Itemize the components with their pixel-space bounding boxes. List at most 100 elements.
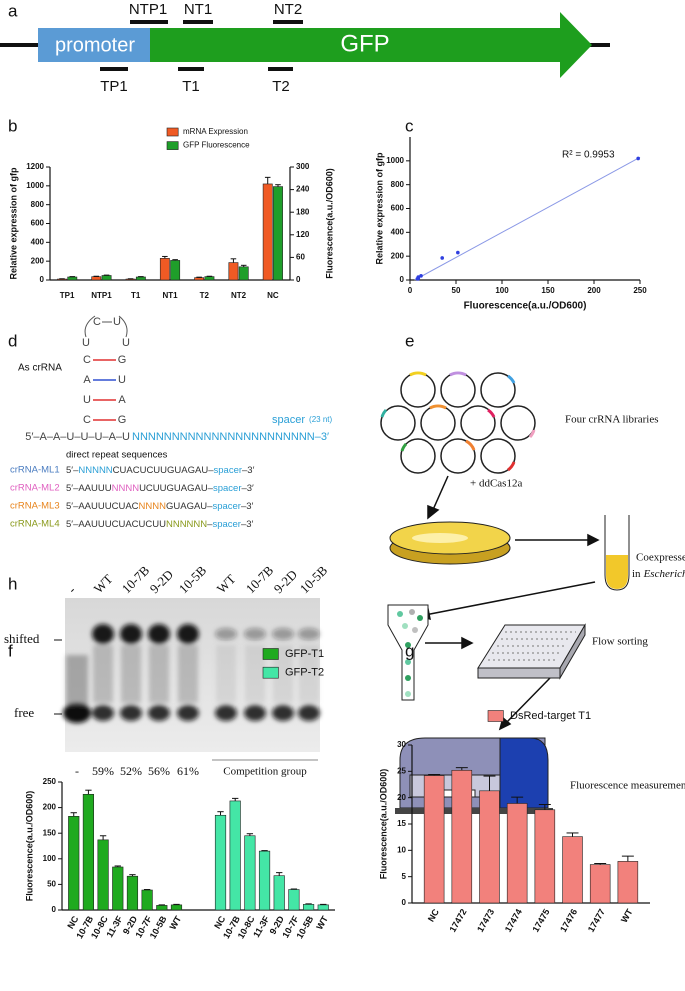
- base: C: [93, 316, 101, 328]
- y-tick-label: 0: [52, 905, 57, 914]
- bar: [258, 850, 271, 911]
- gene-label: GFP: [340, 30, 389, 57]
- lane-label: 10-5B: [176, 562, 210, 596]
- bar: [112, 866, 124, 911]
- base: G: [118, 414, 127, 426]
- y-tick-label: 1000: [386, 156, 404, 165]
- panel-letter: a: [8, 1, 18, 20]
- y-axis-label: Fluorescence(a.u./OD600): [378, 769, 388, 880]
- variant-name: crRNA-ML4: [10, 519, 60, 530]
- legend-label: GFP-T1: [285, 648, 324, 660]
- free-band: [215, 705, 237, 721]
- shifted-band: [272, 628, 294, 640]
- step-label: inEscherichia coli: [632, 568, 685, 580]
- legend-swatch: [262, 648, 279, 660]
- x-tick-label: NC: [267, 291, 279, 300]
- smear: [121, 645, 141, 703]
- x-tick-label: 17476: [558, 907, 579, 934]
- x-tick-label: T2: [200, 291, 210, 300]
- lane-label: WT: [214, 571, 239, 596]
- y-tick-label: 50: [47, 880, 56, 889]
- y-tick-label: 200: [43, 803, 57, 812]
- y-tick-label: 0: [40, 275, 45, 284]
- free-band: [272, 705, 294, 721]
- variant-seq: 5′–AAUUUCUACNNNNGUAGAU–spacer–3′: [66, 501, 254, 512]
- y-tick-label: 800: [31, 200, 45, 209]
- annotation: R² = 0.9953: [562, 150, 615, 161]
- target-bar: [273, 20, 303, 24]
- variant-seq: 5′–AAUUUNNNNUCUUGUAGAU–spacer–3′: [66, 483, 254, 494]
- bar: [67, 276, 78, 281]
- y-axis-label: Relative expression of gfp: [8, 167, 18, 280]
- bar: [479, 790, 500, 904]
- x-tick-label: T1: [131, 291, 141, 300]
- target-label: NT2: [274, 1, 302, 18]
- free-band: [244, 705, 266, 721]
- x-tick-label: NTP1: [91, 291, 112, 300]
- bar: [170, 260, 181, 281]
- target-bar: [178, 67, 204, 71]
- arrows: [417, 475, 600, 731]
- band-label: shifted: [4, 631, 40, 646]
- seq-part: 5′–AAUUUCUACUCUU: [66, 519, 166, 530]
- seq-part: spacer: [213, 483, 242, 494]
- free-band: [148, 705, 170, 721]
- spacer-label: spacer (23 nt): [272, 414, 332, 426]
- binding-percent: 56%: [148, 764, 170, 778]
- legend-swatch: [487, 710, 504, 722]
- free-band: [177, 705, 199, 721]
- seq-part: NNNNN: [78, 465, 112, 476]
- seq-part: CUACUCUUGUAGAU–: [113, 465, 215, 476]
- spacer-length: (23 nt): [309, 415, 332, 424]
- lane-label: WT: [91, 571, 116, 596]
- smear: [66, 655, 88, 705]
- y-tick-label: 0: [402, 898, 407, 907]
- y-tick-label: 240: [296, 185, 310, 194]
- target-label: T1: [182, 78, 200, 95]
- seq-part: –: [207, 519, 213, 530]
- library-plasmids: [380, 372, 536, 474]
- bar: [244, 835, 256, 911]
- point: [440, 256, 445, 260]
- panel-letter: h: [8, 574, 17, 593]
- seq-part: UCUUGUAGAU–: [139, 483, 214, 494]
- bar: [534, 809, 556, 904]
- bar: [82, 793, 95, 911]
- culture-tube: [604, 515, 630, 591]
- panel-letter: f: [8, 641, 13, 660]
- y-tick-label: 400: [391, 227, 405, 236]
- seq-part: NNNN: [139, 501, 167, 512]
- y-tick-label: 60: [296, 253, 305, 262]
- tail-seq: 5′–A–A–U–U–U–A–U: [25, 431, 130, 443]
- legend-label: DsRed-target T1: [510, 710, 591, 722]
- y-tick-label: 15: [397, 819, 406, 828]
- y-tick-label: 600: [391, 204, 405, 213]
- word: in: [632, 568, 641, 580]
- x-tick-label: 17475: [530, 907, 551, 934]
- seq-part: spacer: [212, 501, 241, 512]
- lane-label: 9-2D: [271, 567, 300, 596]
- seq-part: –3′: [241, 519, 254, 530]
- variant-name: crRNA-ML3: [10, 501, 60, 512]
- seq-part: spacer: [212, 519, 241, 530]
- seq-part: spacer: [214, 465, 243, 476]
- y-tick-label: 200: [391, 251, 405, 260]
- legend-swatch: [166, 127, 179, 137]
- bar: [170, 904, 183, 911]
- well-plate: [477, 623, 586, 680]
- target-bar: [183, 20, 213, 24]
- panel-letter: g: [405, 641, 414, 660]
- base: A: [118, 394, 126, 406]
- spacer-word: spacer: [272, 414, 305, 426]
- panel-letter: d: [8, 331, 17, 350]
- lane-label: 10-7B: [119, 562, 153, 596]
- target-label: T2: [272, 78, 290, 95]
- seq-part: –3′: [241, 483, 254, 494]
- bar: [617, 861, 639, 904]
- y-tick-label: 250: [43, 777, 57, 786]
- bar: [214, 814, 227, 911]
- group-label: Competition group: [223, 766, 307, 778]
- y-tick-label: 1200: [26, 162, 44, 171]
- x-tick-label: 0: [408, 286, 413, 295]
- point: [419, 274, 423, 278]
